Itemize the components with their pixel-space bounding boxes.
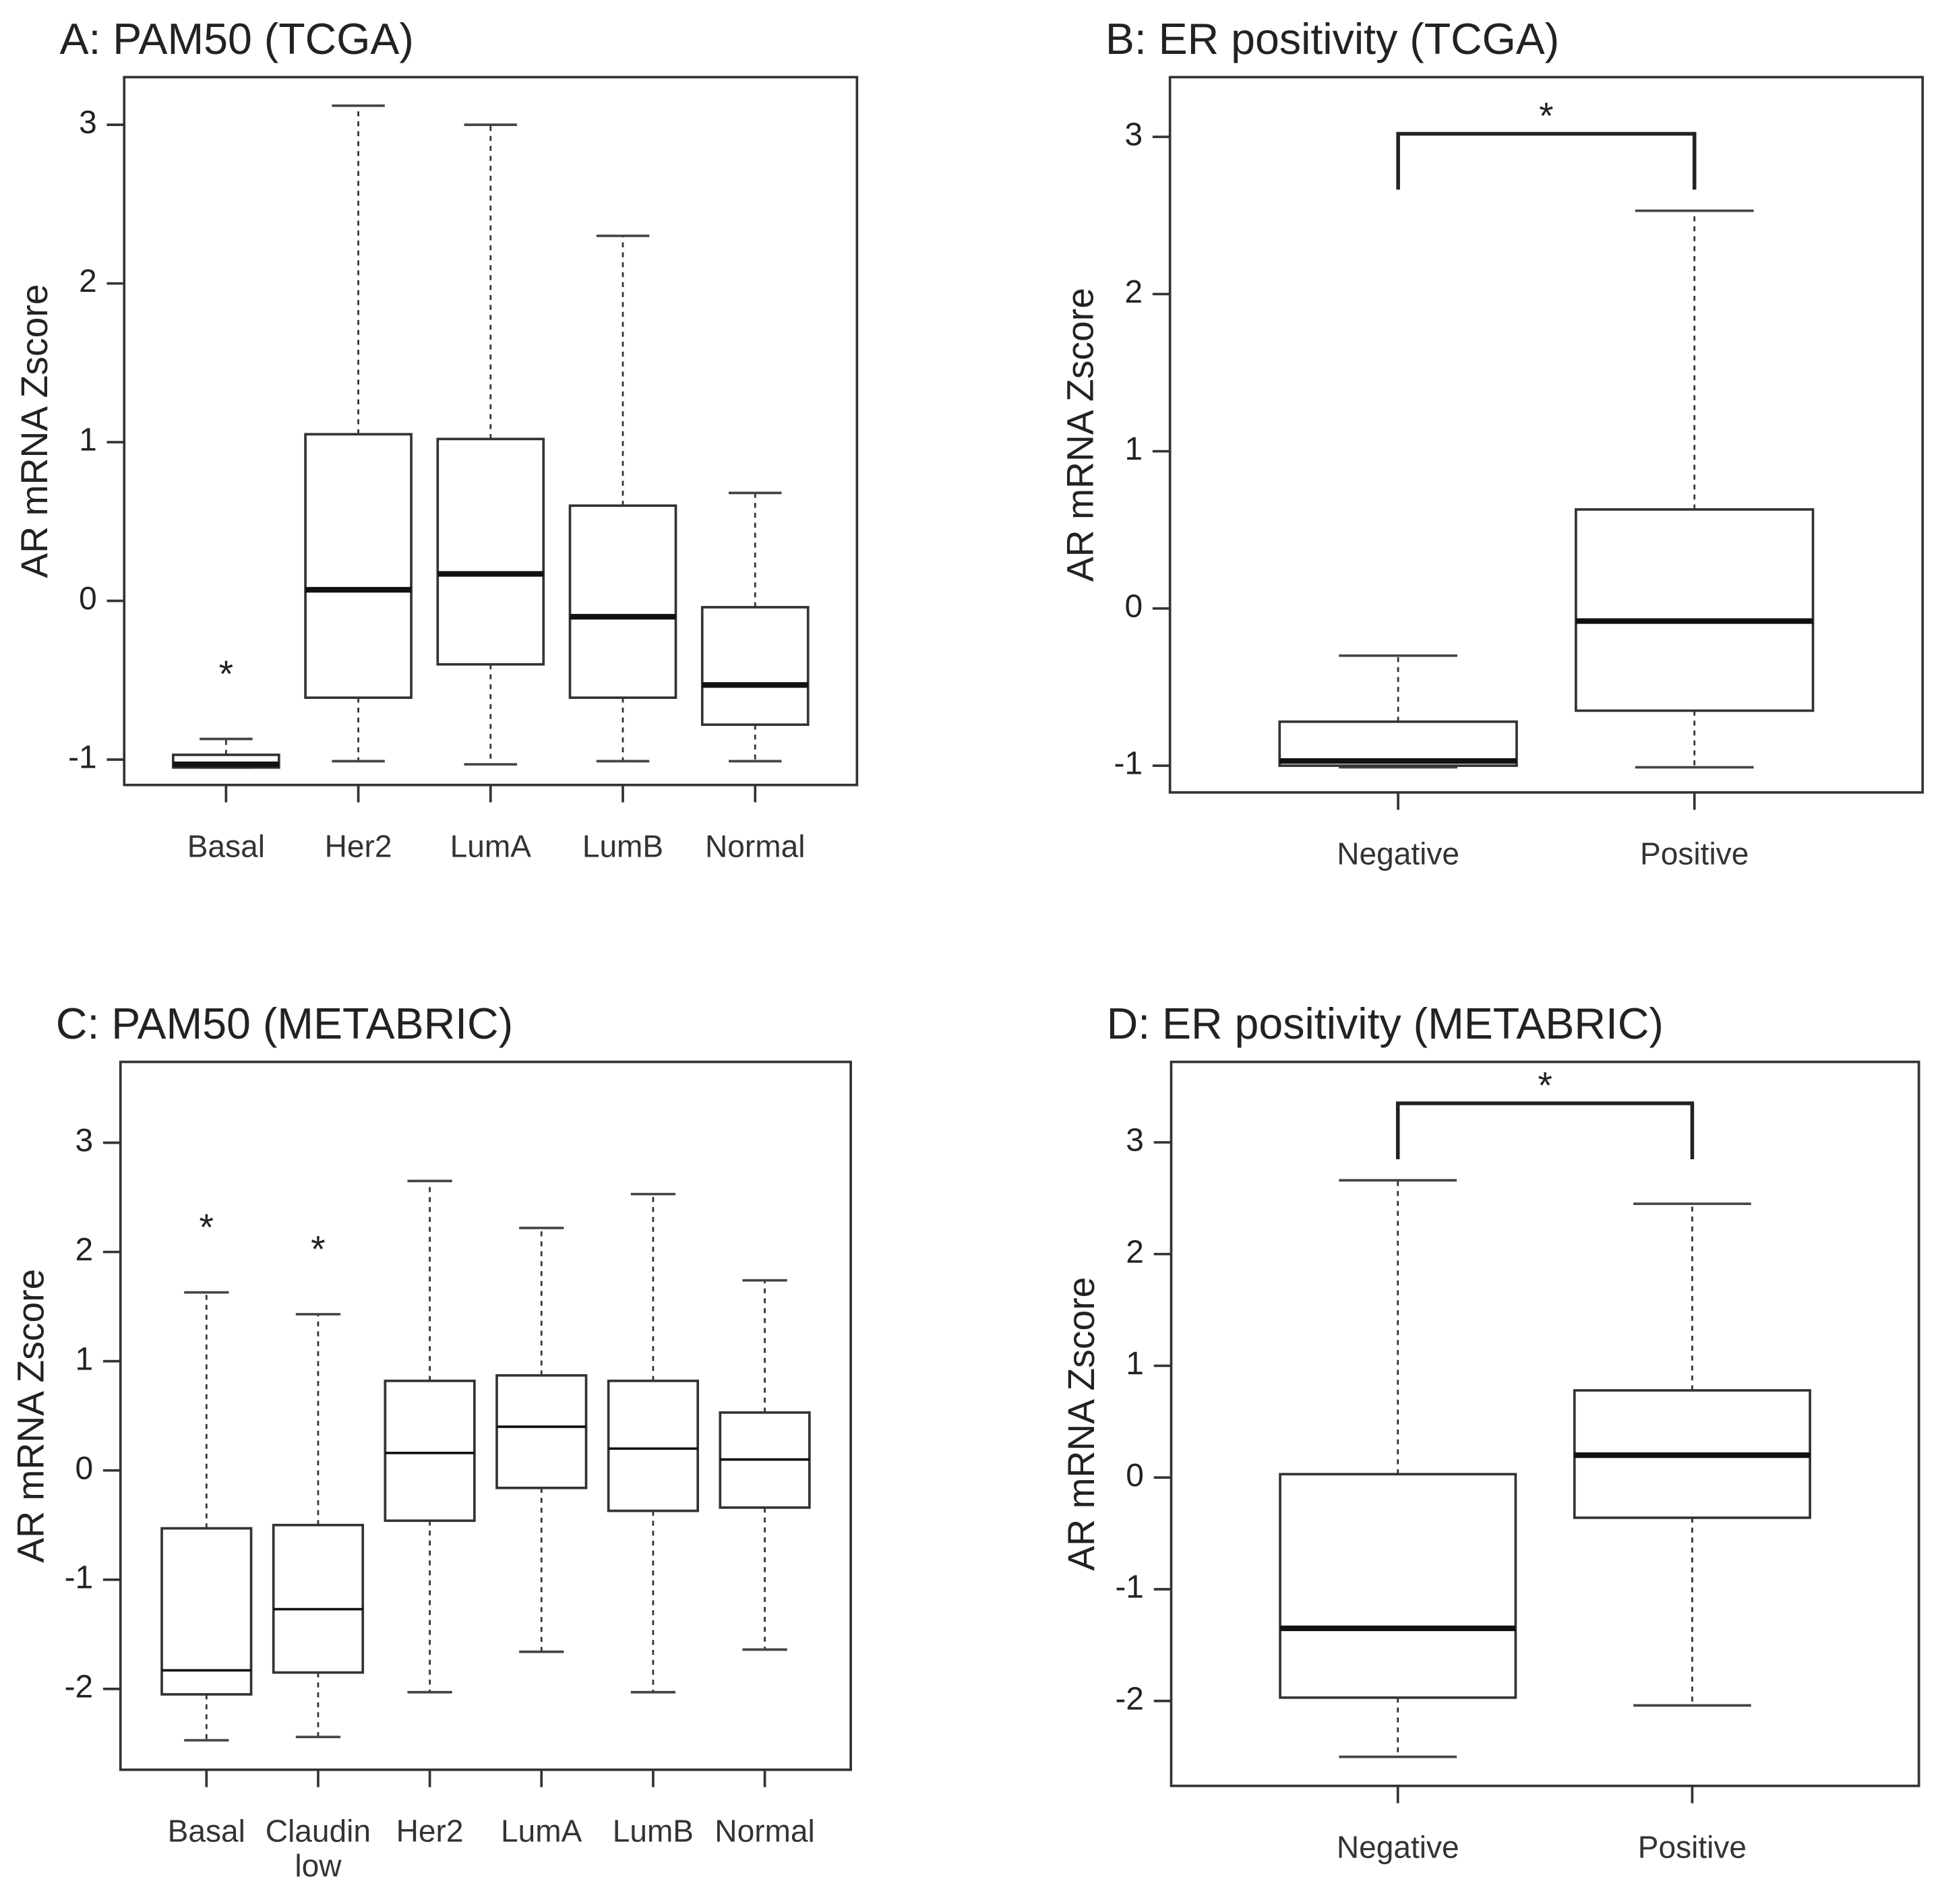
significance-star: * xyxy=(311,1228,326,1270)
y-tick-label: 1 xyxy=(79,423,97,458)
y-axis-label: AR mRNA Zscore xyxy=(9,1269,51,1563)
x-tick-label: Claudin low xyxy=(265,1814,371,1884)
box xyxy=(304,433,413,700)
y-tick-label: 3 xyxy=(79,105,97,141)
x-tick-label-text: Claudin low xyxy=(265,1814,371,1884)
x-tick-label-text: Negative xyxy=(1336,1831,1459,1866)
y-tick-label: 3 xyxy=(1124,117,1143,153)
y-axis-label: AR mRNA Zscore xyxy=(1060,1277,1102,1571)
x-tick-label-text: LumA xyxy=(450,830,531,865)
y-tick-label: 2 xyxy=(1126,1234,1144,1270)
x-tick-label-text: Her2 xyxy=(396,1814,464,1849)
y-tick-label: -1 xyxy=(68,740,97,776)
box xyxy=(607,1379,700,1512)
y-tick-label: 0 xyxy=(79,581,97,617)
box xyxy=(700,606,810,727)
plot-frame xyxy=(1168,75,1924,794)
y-tick-label: 1 xyxy=(1124,431,1143,467)
x-tick-label: Positive xyxy=(1640,837,1749,872)
y-tick-label: -1 xyxy=(65,1560,94,1595)
y-tick-label: 0 xyxy=(75,1450,94,1486)
x-tick-label: Normal xyxy=(704,830,806,865)
y-tick-label: 3 xyxy=(75,1123,94,1159)
panel-title: D: ER positivity (METABRIC) xyxy=(1107,1000,1664,1048)
y-tick-label: 2 xyxy=(79,264,97,299)
y-tick-label: 0 xyxy=(1124,588,1143,624)
box xyxy=(384,1379,476,1523)
box xyxy=(1279,1473,1517,1699)
box xyxy=(568,504,677,700)
box xyxy=(436,437,545,666)
x-tick-label-text: Basal xyxy=(167,1814,245,1849)
y-axis-label: AR mRNA Zscore xyxy=(1059,288,1101,582)
y-tick-label: 2 xyxy=(75,1232,94,1268)
significance-star: * xyxy=(219,653,234,695)
x-tick-label: Negative xyxy=(1336,1831,1459,1866)
panel-title: C: PAM50 (METABRIC) xyxy=(56,1000,513,1048)
y-tick-label: -2 xyxy=(1115,1681,1144,1717)
y-tick-label: -1 xyxy=(1114,746,1143,782)
plot-frame xyxy=(119,1060,852,1771)
x-tick-label: Normal xyxy=(715,1814,815,1849)
significance-star: * xyxy=(200,1206,214,1248)
significance-star: * xyxy=(1539,95,1554,137)
x-tick-label-text: Normal xyxy=(704,830,806,865)
x-tick-label-text: Basal xyxy=(187,830,265,865)
significance-bracket xyxy=(1396,131,1697,190)
x-tick-label: LumB xyxy=(582,830,664,865)
y-tick-label: 0 xyxy=(1126,1458,1144,1494)
x-tick-label-text: Positive xyxy=(1640,837,1749,872)
y-tick-label: 2 xyxy=(1124,274,1143,310)
x-tick-label-text: LumA xyxy=(501,1814,582,1849)
x-tick-label: Her2 xyxy=(396,1814,464,1849)
panel-title: A: PAM50 (TCGA) xyxy=(59,15,413,63)
x-tick-label: LumB xyxy=(612,1814,694,1849)
x-tick-label: Positive xyxy=(1637,1831,1747,1866)
significance-star: * xyxy=(1538,1065,1552,1107)
box xyxy=(495,1374,588,1490)
x-tick-label: LumA xyxy=(450,830,531,865)
x-tick-label: Basal xyxy=(187,830,265,865)
y-tick-label: -2 xyxy=(65,1669,94,1705)
box xyxy=(160,1527,253,1696)
x-tick-label-text: Positive xyxy=(1637,1831,1747,1866)
box xyxy=(272,1523,365,1674)
x-tick-label: Her2 xyxy=(324,830,392,865)
y-tick-label: 1 xyxy=(1126,1346,1144,1382)
x-tick-label-text: LumB xyxy=(612,1814,694,1849)
x-tick-label-text: LumB xyxy=(582,830,664,865)
significance-bracket xyxy=(1395,1101,1695,1159)
x-tick-label: Negative xyxy=(1337,837,1460,872)
panel-title: B: ER positivity (TCGA) xyxy=(1105,15,1559,63)
x-tick-label: Basal xyxy=(167,1814,245,1849)
x-tick-label-text: Her2 xyxy=(324,830,392,865)
y-tick-label: 1 xyxy=(75,1341,94,1377)
y-axis-label: AR mRNA Zscore xyxy=(13,284,55,578)
y-tick-label: -1 xyxy=(1115,1570,1144,1605)
x-tick-label-text: Negative xyxy=(1337,837,1460,872)
x-tick-label: LumA xyxy=(501,1814,582,1849)
x-tick-label-text: Normal xyxy=(715,1814,815,1849)
plot-frame xyxy=(1170,1060,1920,1787)
y-tick-label: 3 xyxy=(1126,1123,1144,1159)
box xyxy=(1575,508,1815,712)
